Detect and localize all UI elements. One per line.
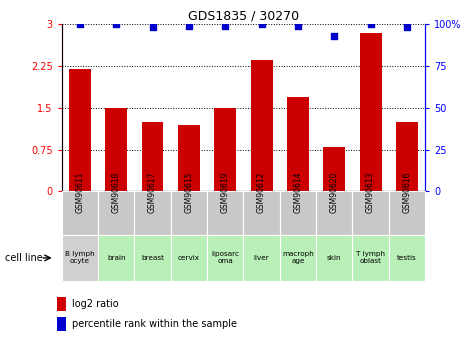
Bar	[207, 235, 243, 281]
Bar	[214, 108, 236, 191]
Point	[221, 23, 229, 29]
Text: cell line: cell line	[5, 253, 42, 263]
Bar	[171, 235, 207, 281]
Text: GSM90613: GSM90613	[366, 171, 375, 213]
Bar	[316, 235, 352, 281]
Title: GDS1835 / 30270: GDS1835 / 30270	[188, 10, 299, 23]
Bar	[98, 235, 134, 281]
Bar	[57, 317, 66, 331]
Bar	[280, 191, 316, 235]
Bar	[62, 235, 98, 281]
Bar	[396, 122, 418, 191]
Text: log2 ratio: log2 ratio	[72, 299, 118, 309]
Point	[331, 33, 338, 39]
Text: skin: skin	[327, 255, 342, 261]
Text: liposarc
oma: liposarc oma	[211, 252, 239, 264]
Text: liver: liver	[254, 255, 269, 261]
Point	[294, 23, 302, 29]
Bar	[352, 191, 389, 235]
Bar	[57, 297, 66, 310]
Bar	[323, 147, 345, 191]
Bar	[69, 69, 91, 191]
Point	[367, 21, 374, 27]
Bar	[352, 235, 389, 281]
Text: GSM90619: GSM90619	[221, 171, 230, 213]
Point	[149, 25, 156, 30]
Bar	[316, 191, 352, 235]
Bar	[134, 235, 171, 281]
Bar	[62, 191, 98, 235]
Point	[76, 21, 84, 27]
Bar	[142, 122, 163, 191]
Point	[113, 21, 120, 27]
Bar	[389, 191, 425, 235]
Bar	[171, 191, 207, 235]
Bar	[98, 191, 134, 235]
Text: brain: brain	[107, 255, 125, 261]
Bar	[105, 108, 127, 191]
Point	[185, 23, 193, 29]
Bar	[360, 32, 381, 191]
Text: macroph
age: macroph age	[282, 252, 314, 264]
Bar	[207, 191, 243, 235]
Text: GSM90617: GSM90617	[148, 171, 157, 213]
Bar	[178, 125, 200, 191]
Text: cervix: cervix	[178, 255, 200, 261]
Bar	[251, 60, 273, 191]
Text: B lymph
ocyte: B lymph ocyte	[65, 252, 95, 264]
Bar	[280, 235, 316, 281]
Text: T lymph
oblast: T lymph oblast	[356, 252, 385, 264]
Text: GSM90616: GSM90616	[402, 171, 411, 213]
Text: GSM90614: GSM90614	[294, 171, 303, 213]
Text: percentile rank within the sample: percentile rank within the sample	[72, 319, 237, 329]
Text: GSM90620: GSM90620	[330, 171, 339, 213]
Text: GSM90615: GSM90615	[184, 171, 193, 213]
Text: GSM90611: GSM90611	[76, 172, 85, 213]
Text: GSM90618: GSM90618	[112, 172, 121, 213]
Point	[258, 21, 266, 27]
Bar	[389, 235, 425, 281]
Bar	[134, 191, 171, 235]
Bar	[243, 235, 280, 281]
Bar	[287, 97, 309, 191]
Text: testis: testis	[397, 255, 417, 261]
Bar	[243, 191, 280, 235]
Text: breast: breast	[141, 255, 164, 261]
Point	[403, 25, 411, 30]
Text: GSM90612: GSM90612	[257, 172, 266, 213]
